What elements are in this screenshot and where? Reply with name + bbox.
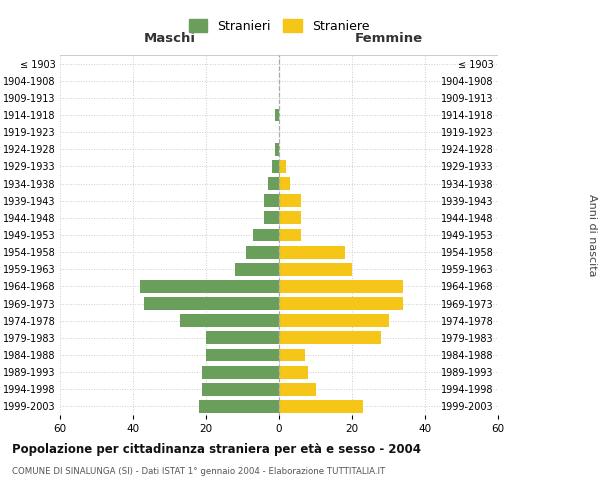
Bar	[279, 332, 381, 344]
Bar	[140, 280, 279, 293]
Bar	[279, 263, 352, 276]
Bar	[279, 383, 316, 396]
Bar	[275, 108, 279, 122]
Text: Anni di nascita: Anni di nascita	[587, 194, 597, 276]
Bar	[253, 228, 279, 241]
Bar	[279, 246, 344, 258]
Bar	[279, 228, 301, 241]
Bar	[279, 314, 389, 327]
Bar	[265, 212, 279, 224]
Bar	[246, 246, 279, 258]
Bar	[202, 383, 279, 396]
Bar	[202, 366, 279, 378]
Bar	[265, 194, 279, 207]
Bar	[279, 348, 305, 362]
Bar	[279, 297, 403, 310]
Legend: Stranieri, Straniere: Stranieri, Straniere	[184, 14, 374, 38]
Bar	[279, 194, 301, 207]
Text: Femmine: Femmine	[355, 32, 422, 44]
Bar	[235, 263, 279, 276]
Bar	[206, 348, 279, 362]
Bar	[279, 177, 290, 190]
Bar	[199, 400, 279, 413]
Bar	[279, 212, 301, 224]
Bar	[181, 314, 279, 327]
Bar	[279, 400, 363, 413]
Text: Maschi: Maschi	[143, 32, 196, 44]
Bar	[275, 143, 279, 156]
Bar	[279, 160, 286, 173]
Bar	[206, 332, 279, 344]
Bar	[279, 366, 308, 378]
Bar	[144, 297, 279, 310]
Bar	[268, 177, 279, 190]
Text: Popolazione per cittadinanza straniera per età e sesso - 2004: Popolazione per cittadinanza straniera p…	[12, 442, 421, 456]
Bar	[279, 280, 403, 293]
Bar	[272, 160, 279, 173]
Text: COMUNE DI SINALUNGA (SI) - Dati ISTAT 1° gennaio 2004 - Elaborazione TUTTITALIA.: COMUNE DI SINALUNGA (SI) - Dati ISTAT 1°…	[12, 468, 385, 476]
